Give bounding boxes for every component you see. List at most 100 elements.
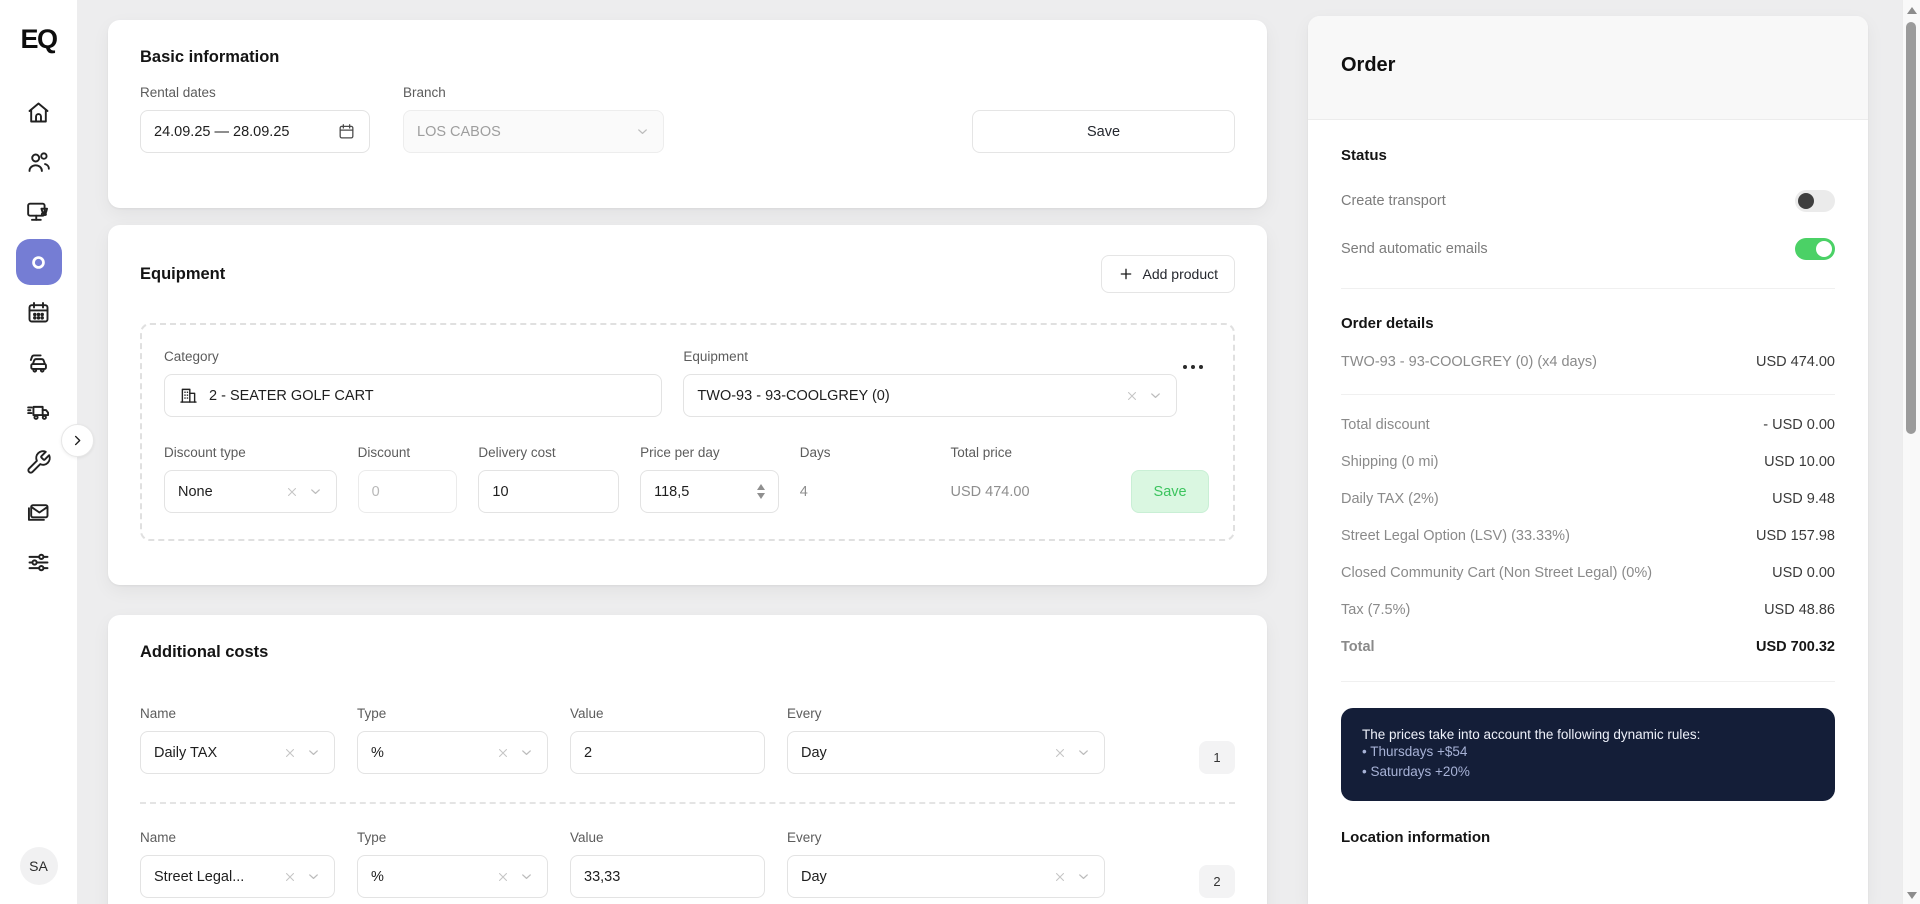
sidebar-item-maintenance[interactable] bbox=[16, 439, 62, 485]
order-panel-body: Status Create transport Send automatic e… bbox=[1308, 120, 1868, 873]
cost-name-select[interactable]: Daily TAX bbox=[140, 731, 335, 774]
cost-value-field: Value bbox=[570, 706, 765, 774]
detail-value: - USD 0.00 bbox=[1763, 417, 1835, 433]
clear-icon[interactable] bbox=[1053, 870, 1067, 884]
cost-every-value: Day bbox=[801, 744, 827, 761]
sidebar-item-rentals-active[interactable] bbox=[15, 239, 62, 285]
cost-value[interactable] bbox=[584, 868, 751, 885]
order-line-item: TWO-93 - 93-COOLGREY (0) (x4 days) USD 4… bbox=[1341, 354, 1835, 370]
cost-value[interactable] bbox=[584, 744, 751, 761]
sidebar-item-transport[interactable] bbox=[16, 389, 62, 435]
item-menu-button[interactable] bbox=[1177, 359, 1209, 375]
discount-input[interactable] bbox=[357, 470, 458, 513]
clear-icon[interactable] bbox=[1125, 389, 1139, 403]
clear-icon[interactable] bbox=[496, 870, 510, 884]
delivery-cost-value[interactable] bbox=[492, 483, 606, 500]
basic-information-save-button[interactable]: Save bbox=[972, 110, 1235, 153]
clear-icon[interactable] bbox=[285, 485, 299, 499]
delivery-cost-label: Delivery cost bbox=[478, 445, 556, 460]
sidebar-expand-button[interactable] bbox=[61, 424, 94, 457]
number-stepper[interactable] bbox=[756, 484, 765, 499]
chevron-down-icon[interactable] bbox=[308, 484, 323, 499]
sidebar-item-customers[interactable] bbox=[16, 139, 62, 185]
category-label: Category bbox=[164, 349, 219, 364]
clear-icon[interactable] bbox=[496, 746, 510, 760]
rental-dates-value[interactable] bbox=[154, 123, 337, 140]
equipment-save-button[interactable]: Save bbox=[1131, 470, 1209, 513]
cost-name-select[interactable]: Street Legal... bbox=[140, 855, 335, 898]
cost-value-input[interactable] bbox=[570, 731, 765, 774]
sidebar-item-messages[interactable] bbox=[16, 489, 62, 535]
dynamic-rule: • Thursdays +$54 bbox=[1362, 744, 1468, 759]
step-down-icon[interactable] bbox=[756, 493, 765, 499]
price-per-day-input[interactable] bbox=[640, 470, 779, 513]
clear-icon[interactable] bbox=[283, 746, 297, 760]
rental-dates-input[interactable] bbox=[140, 110, 370, 153]
divider bbox=[1341, 394, 1835, 395]
sidebar-item-home[interactable] bbox=[16, 89, 62, 135]
clear-icon[interactable] bbox=[283, 870, 297, 884]
page-scrollbar[interactable] bbox=[1902, 0, 1920, 904]
cost-row-index-badge: 2 bbox=[1199, 865, 1235, 898]
building-icon bbox=[178, 385, 199, 406]
divider bbox=[1341, 288, 1835, 289]
plus-icon bbox=[1120, 268, 1131, 280]
detail-value: USD 10.00 bbox=[1764, 454, 1835, 470]
add-product-button[interactable]: Add product bbox=[1100, 255, 1235, 293]
chevron-down-icon[interactable] bbox=[306, 745, 321, 760]
cost-value-label: Value bbox=[570, 830, 604, 845]
delivery-cost-input[interactable] bbox=[478, 470, 620, 513]
sidebar-item-calendar[interactable] bbox=[16, 289, 62, 335]
avatar[interactable]: SA bbox=[19, 847, 58, 885]
cost-value-field: Value bbox=[570, 830, 765, 898]
chevron-down-icon[interactable] bbox=[1076, 869, 1091, 884]
cost-value-label: Value bbox=[570, 706, 604, 721]
create-transport-toggle[interactable] bbox=[1795, 190, 1835, 212]
clear-icon[interactable] bbox=[1053, 746, 1067, 760]
step-up-icon[interactable] bbox=[756, 484, 765, 490]
chevron-down-icon[interactable] bbox=[1076, 745, 1091, 760]
chevron-down-icon[interactable] bbox=[519, 869, 534, 884]
sidebar-nav bbox=[15, 89, 62, 585]
discount-field: Discount bbox=[357, 445, 458, 513]
category-select[interactable]: 2 - SEATER GOLF CART bbox=[164, 374, 663, 417]
dynamic-rules-box: The prices take into account the followi… bbox=[1341, 708, 1835, 801]
branch-label: Branch bbox=[403, 85, 446, 100]
discount-type-select[interactable]: None bbox=[164, 470, 337, 513]
equipment-select[interactable]: TWO-93 - 93-COOLGREY (0) bbox=[683, 374, 1177, 417]
chevron-down-icon[interactable] bbox=[306, 869, 321, 884]
chevron-down-icon[interactable] bbox=[519, 745, 534, 760]
cost-type-select[interactable]: % bbox=[357, 855, 548, 898]
cost-every-select[interactable]: Day bbox=[787, 855, 1105, 898]
chevron-down-icon[interactable] bbox=[1148, 388, 1163, 403]
calendar-icon bbox=[28, 301, 49, 322]
calendar-picker-icon[interactable] bbox=[337, 122, 356, 141]
equipment-title: Equipment bbox=[140, 264, 226, 283]
equipment-card: Equipment Add product Category 2 - SEATE bbox=[108, 225, 1267, 585]
detail-label: Closed Community Cart (Non Street Legal)… bbox=[1341, 565, 1653, 581]
send-emails-label: Send automatic emails bbox=[1341, 241, 1488, 257]
cost-type-select[interactable]: % bbox=[357, 731, 548, 774]
equipment-value: TWO-93 - 93-COOLGREY (0) bbox=[697, 387, 890, 404]
price-per-day-value[interactable] bbox=[654, 483, 757, 500]
cost-name-value: Daily TAX bbox=[154, 744, 218, 761]
scroll-down-arrow-icon[interactable] bbox=[1906, 892, 1917, 899]
cost-value-input[interactable] bbox=[570, 855, 765, 898]
order-details-title: Order details bbox=[1341, 315, 1434, 332]
detail-value: USD 9.48 bbox=[1772, 491, 1835, 507]
sidebar-item-settings[interactable] bbox=[16, 539, 62, 585]
category-value: 2 - SEATER GOLF CART bbox=[209, 387, 374, 404]
discount-value[interactable] bbox=[371, 483, 444, 500]
detail-label: Shipping (0 mi) bbox=[1341, 454, 1439, 470]
total-value: USD 700.32 bbox=[1756, 639, 1835, 655]
cost-name-value: Street Legal... bbox=[154, 868, 245, 885]
sidebar-item-online-store[interactable] bbox=[16, 189, 62, 235]
cost-every-select[interactable]: Day bbox=[787, 731, 1105, 774]
send-emails-toggle[interactable] bbox=[1795, 238, 1835, 260]
detail-label: Daily TAX (2%) bbox=[1341, 491, 1439, 507]
scroll-up-arrow-icon[interactable] bbox=[1906, 7, 1917, 14]
cost-type-label: Type bbox=[357, 706, 387, 721]
eq-logo: EQ bbox=[20, 24, 58, 54]
sidebar-item-vehicles[interactable] bbox=[16, 339, 62, 385]
scrollbar-thumb[interactable] bbox=[1906, 22, 1916, 434]
